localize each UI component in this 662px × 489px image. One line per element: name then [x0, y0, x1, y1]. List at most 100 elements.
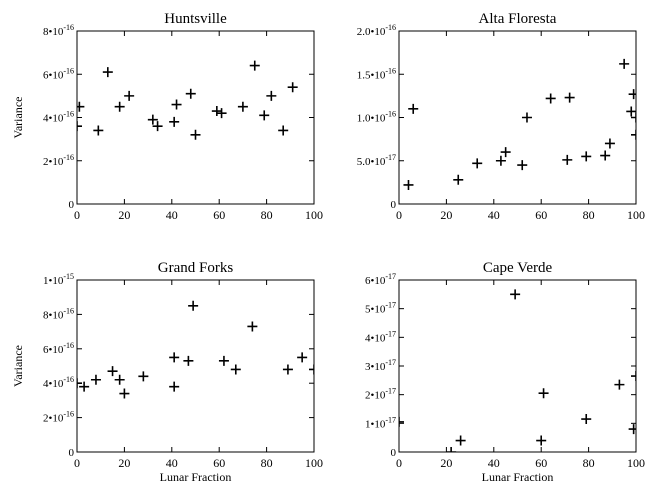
y-tick-label: 8•10-16	[43, 306, 74, 321]
x-tick-label: 60	[213, 456, 225, 470]
data-point-marker	[403, 179, 414, 190]
data-point-marker	[581, 151, 592, 162]
plot-frame	[398, 279, 637, 453]
x-tick-label: 60	[535, 208, 547, 222]
x-tick-label: 40	[166, 208, 178, 222]
data-point-marker	[114, 374, 125, 385]
data-point-marker	[536, 435, 547, 446]
data-point-marker	[237, 101, 248, 112]
y-tick-label-mantissa: 0	[391, 447, 397, 459]
x-tick-label: 0	[396, 208, 402, 222]
y-tick-label-mantissa: 2•10	[43, 413, 64, 425]
y-tick-label: 6•10-16	[43, 341, 74, 356]
data-point-marker	[107, 366, 118, 377]
x-tick-label: 40	[488, 456, 500, 470]
data-point-marker	[287, 82, 298, 93]
y-tick-label: 0	[391, 199, 397, 211]
x-tick-label: 100	[627, 456, 645, 470]
y-tick-label-mantissa: 8•10	[43, 309, 64, 321]
y-axis-label: Variance	[11, 97, 25, 139]
x-tick-label: 100	[305, 208, 323, 222]
data-point-marker	[93, 125, 104, 136]
y-tick-label-exponent: -16	[63, 375, 74, 384]
x-tick-label: 80	[583, 456, 595, 470]
data-point-marker	[230, 364, 241, 375]
y-tick-label: 1•10-15	[43, 272, 74, 287]
y-tick-label-mantissa: 5.0•10	[357, 156, 386, 168]
y-tick-label: 3•10-17	[365, 358, 396, 373]
data-points	[403, 58, 636, 190]
data-point-marker	[309, 364, 314, 375]
y-axis-label: Variance	[11, 345, 25, 387]
data-point-marker	[247, 321, 258, 332]
y-tick-label-exponent: -16	[63, 306, 74, 315]
data-point-marker	[510, 289, 521, 300]
data-point-marker	[171, 99, 182, 110]
data-point-marker	[124, 90, 135, 101]
y-tick-label-exponent: -17	[385, 387, 396, 396]
y-tick-label-mantissa: 4•10	[43, 378, 64, 390]
x-tick-label: 40	[488, 208, 500, 222]
y-tick-label-exponent: -16	[63, 153, 74, 162]
data-points	[77, 300, 314, 399]
x-tick-label: 80	[261, 208, 273, 222]
y-tick-label: 8•10-16	[43, 23, 74, 38]
data-point-marker	[564, 92, 575, 103]
x-tick-label: 0	[74, 208, 80, 222]
x-axis-label: Lunar Fraction	[160, 470, 232, 484]
data-point-marker	[604, 138, 615, 149]
data-point-marker	[278, 125, 289, 136]
y-tick-label: 6•10-16	[43, 66, 74, 81]
y-tick-label: 4•10-16	[43, 110, 74, 125]
data-point-marker	[631, 129, 636, 140]
data-point-marker	[259, 110, 270, 121]
x-tick-label: 60	[535, 456, 547, 470]
data-point-marker	[190, 129, 201, 140]
data-point-marker	[631, 112, 636, 123]
data-point-marker	[169, 116, 180, 127]
y-tick-label-exponent: -16	[63, 341, 74, 350]
x-tick-label: 100	[627, 208, 645, 222]
y-tick-label-mantissa: 0	[69, 199, 75, 211]
y-tick-label-mantissa: 6•10	[43, 344, 64, 356]
plot-frame	[76, 30, 315, 205]
x-tick-label: 20	[118, 208, 130, 222]
data-point-marker	[90, 374, 101, 385]
y-tick-label-exponent: -17	[385, 415, 396, 424]
chart-panel-2: Alta Floresta 0 20 40 60 80 100 0 5.0•10-17 1.0•1…	[357, 11, 645, 222]
data-point-marker	[218, 355, 229, 366]
data-point-marker	[147, 114, 158, 125]
y-tick-label: 2•10-17	[365, 387, 396, 402]
y-tick-label-mantissa: 3•10	[365, 361, 386, 373]
y-tick-label-mantissa: 6•10	[365, 275, 386, 287]
y-tick-label: 2•10-16	[43, 153, 74, 168]
data-point-marker	[628, 89, 636, 100]
y-tick-label: 2•10-16	[43, 410, 74, 425]
y-tick-label-exponent: -17	[385, 358, 396, 367]
data-point-marker	[453, 174, 464, 185]
y-tick-label-exponent: -16	[385, 66, 396, 75]
chart-title: Grand Forks	[158, 260, 234, 276]
y-tick-label-exponent: -16	[385, 23, 396, 32]
data-point-marker	[119, 388, 130, 399]
x-tick-label: 0	[396, 456, 402, 470]
data-point-marker	[631, 371, 636, 382]
y-tick-label-exponent: -16	[63, 66, 74, 75]
x-tick-label: 20	[440, 456, 452, 470]
y-tick-label-exponent: -16	[63, 110, 74, 119]
y-tick-label: 6•10-17	[365, 272, 396, 287]
y-tick-label-mantissa: 4•10	[43, 113, 64, 125]
data-point-marker	[628, 424, 636, 435]
data-point-marker	[455, 435, 466, 446]
data-point-marker	[408, 103, 419, 114]
y-tick-label-mantissa: 1•10	[365, 418, 386, 430]
y-tick-label-mantissa: 4•10	[365, 332, 386, 344]
y-tick-label-mantissa: 2•10	[43, 156, 64, 168]
plot-frame	[398, 30, 637, 205]
data-points	[399, 289, 636, 452]
data-point-marker	[102, 67, 113, 78]
y-tick-label-mantissa: 6•10	[43, 69, 64, 81]
